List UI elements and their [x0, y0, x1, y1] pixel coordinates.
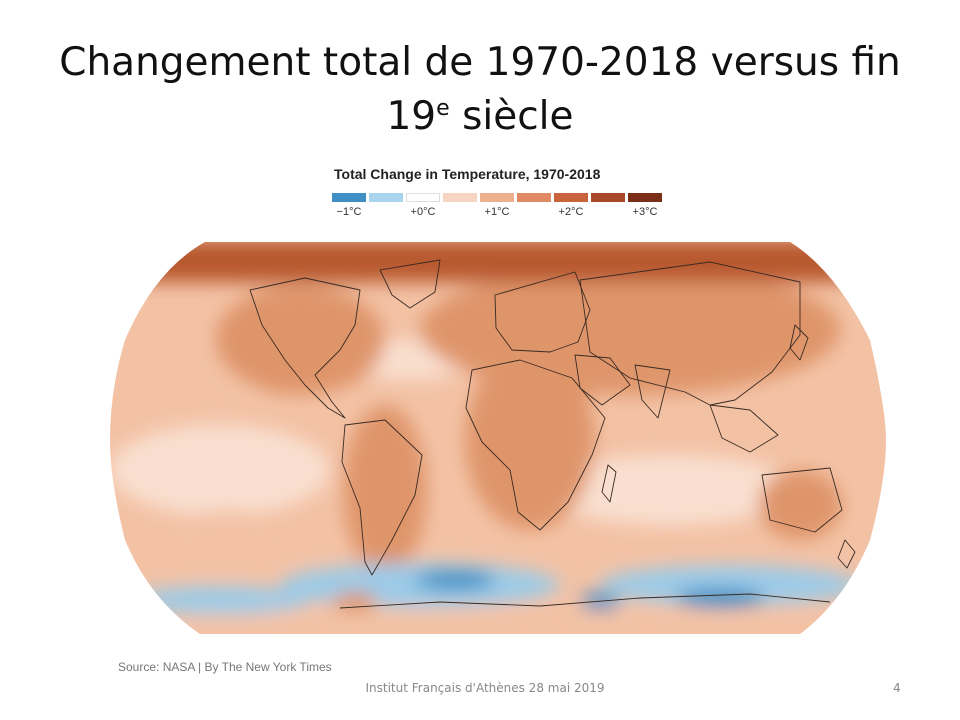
title-century-number: 19 [386, 94, 437, 139]
legend-label: +0°C [410, 206, 436, 218]
land-eurasia [420, 265, 840, 395]
southern-ocean-cool-2 [600, 565, 860, 605]
southern-ocean-cold-2 [675, 588, 765, 608]
outline-africa [465, 359, 606, 531]
outline-south-america [341, 419, 423, 576]
legend-color-scale [332, 193, 662, 202]
slide-title-line-2: 19e siècle [40, 90, 920, 144]
slide-title: Changement total de 1970-2018 versus fin… [40, 36, 920, 144]
outline-europe [494, 271, 591, 353]
continent-outlines [249, 259, 856, 609]
southern-ocean-cold-3 [580, 593, 620, 611]
patch-warm-southern [150, 510, 310, 570]
outline-madagascar [601, 464, 617, 503]
legend-swatch [554, 193, 588, 202]
legend-labels: −1°C +0°C +1°C +2°C +3°C [332, 206, 662, 222]
outline-japan [789, 324, 809, 361]
world-temperature-map [110, 242, 886, 634]
outline-antarctica [339, 593, 831, 609]
antarctic-peninsula-warm [333, 592, 377, 612]
patch-light-2 [540, 455, 800, 525]
figure-source: Source: NASA | By The New York Times [118, 660, 332, 674]
legend-label: +3°C [632, 206, 658, 218]
legend-label: +2°C [558, 206, 584, 218]
outline-india [634, 364, 671, 419]
anomaly-patches [110, 242, 886, 634]
title-century-word: siècle [449, 94, 574, 139]
legend-swatch [517, 193, 551, 202]
outline-asia [579, 261, 801, 406]
slide-footer: Institut Français d'Athènes 28 mai 2019 [365, 681, 605, 695]
outline-southeast-asia [709, 404, 779, 453]
land-south-america [343, 405, 427, 575]
land-africa [465, 350, 595, 530]
map-projection-area [110, 242, 886, 634]
figure-title: Total Change in Temperature, 1970-2018 [334, 166, 601, 182]
outline-arabia [574, 354, 631, 406]
legend-label: −1°C [336, 206, 362, 218]
legend-swatch [591, 193, 625, 202]
outline-new-zealand [837, 539, 856, 569]
legend-swatch [628, 193, 662, 202]
land-australia [758, 470, 842, 540]
arctic-warming-band [110, 242, 886, 282]
outline-greenland [379, 259, 441, 309]
legend-swatch [480, 193, 514, 202]
legend-swatch [406, 193, 440, 202]
title-superscript: e [436, 96, 450, 121]
legend-swatch [443, 193, 477, 202]
southern-ocean-cool-3 [130, 586, 310, 614]
southern-ocean-cool-1 [280, 563, 560, 607]
outline-north-america [249, 277, 361, 419]
antarctica-warm [180, 609, 840, 634]
legend-swatch [332, 193, 366, 202]
temperature-legend: −1°C +0°C +1°C +2°C +3°C [332, 193, 662, 223]
legend-swatch [369, 193, 403, 202]
southern-ocean-cold-1 [415, 570, 495, 590]
slide-page-number: 4 [893, 681, 901, 695]
outline-australia [761, 467, 843, 533]
legend-label: +1°C [484, 206, 510, 218]
slide-title-line-1: Changement total de 1970-2018 versus fin [59, 40, 901, 85]
patch-light-1 [110, 425, 330, 515]
